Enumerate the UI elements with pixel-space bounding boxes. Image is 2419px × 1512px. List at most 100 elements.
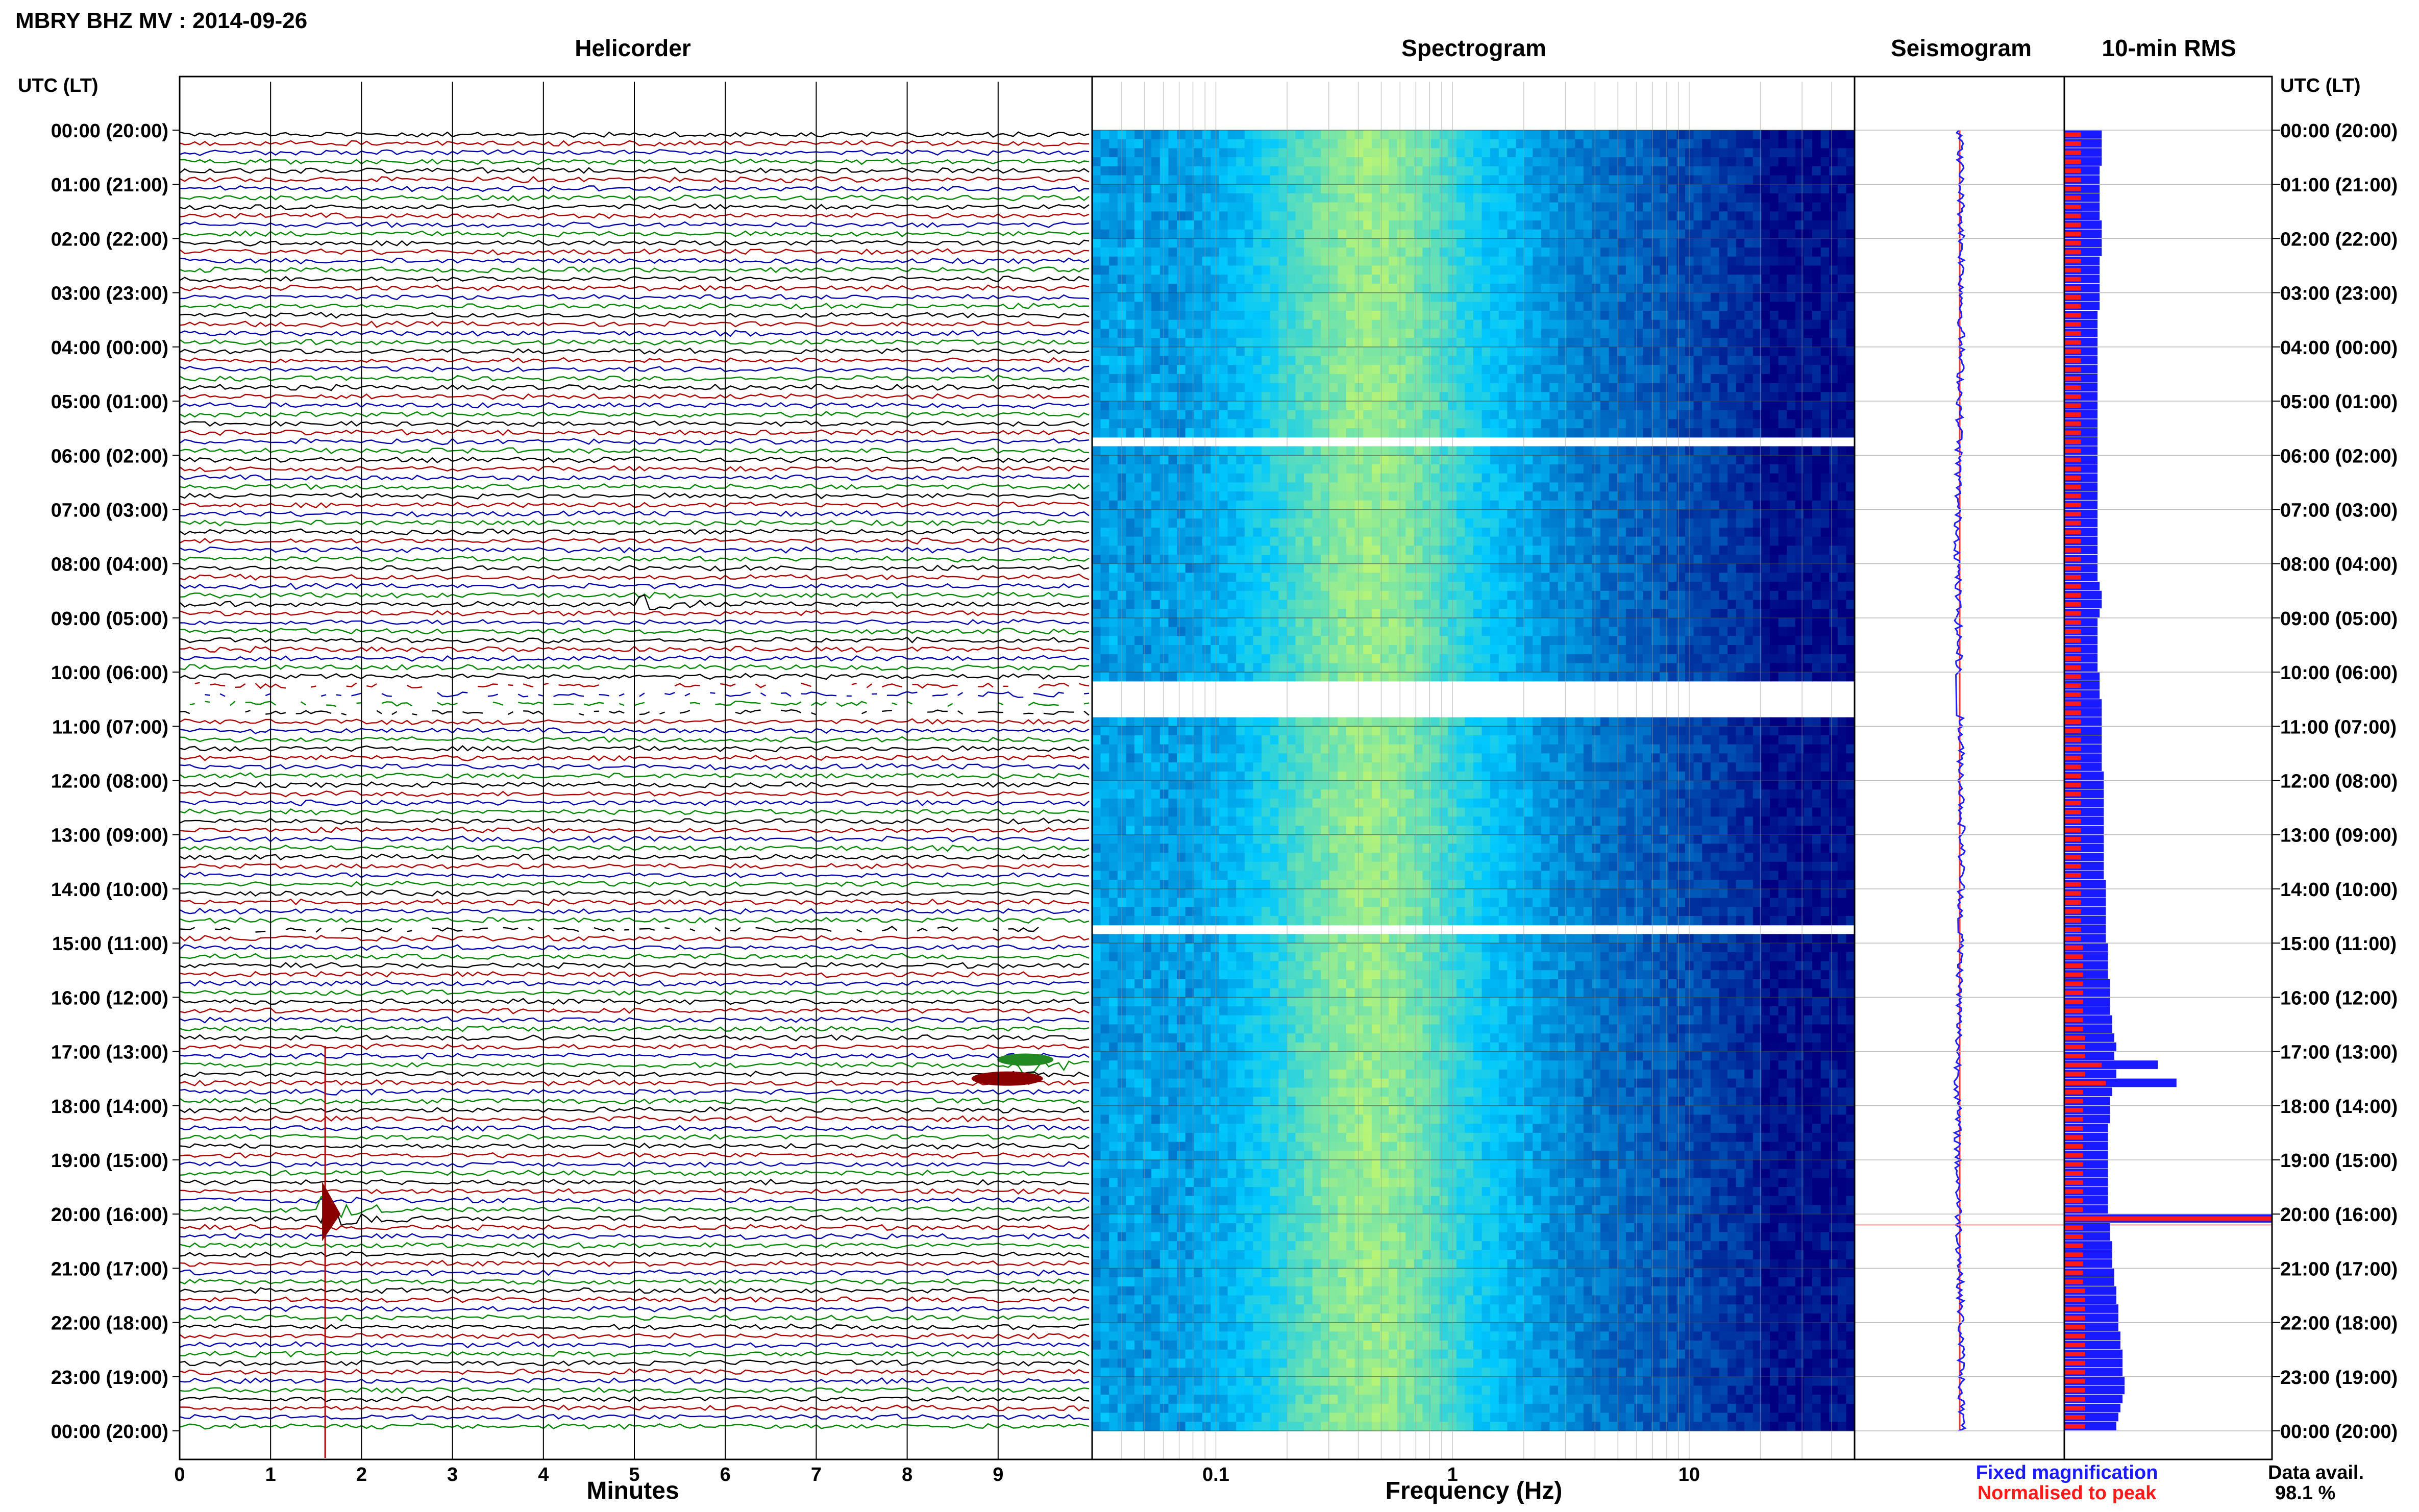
rms-bar-normalised <box>2064 701 2081 706</box>
panel-frame <box>2063 76 2273 1460</box>
left-time-label: 18:00 (14:00) <box>51 1096 168 1118</box>
rms-bar-normalised <box>2064 1352 2085 1356</box>
rms-bar-normalised <box>2064 747 2081 751</box>
frequency-tick-label: 1 <box>1447 1464 1458 1485</box>
rms-bar-normalised <box>2064 1198 2083 1203</box>
rms-bar-normalised <box>2064 774 2081 779</box>
rms-bar-normalised <box>2064 520 2081 526</box>
rms-bar-normalised <box>2064 656 2081 661</box>
rms-bar-normalised <box>2064 150 2081 155</box>
rms-bar-normalised <box>2064 205 2081 209</box>
right-time-label: 13:00 (09:00) <box>2280 825 2398 847</box>
rms-bar-normalised <box>2064 277 2081 282</box>
frequency-tick-label: 0.1 <box>1202 1464 1229 1485</box>
right-time-label: 03:00 (23:00) <box>2280 283 2398 305</box>
spectrogram-title: Spectrogram <box>1401 35 1546 61</box>
rms-bar-normalised <box>2064 927 2081 932</box>
left-time-label: 15:00 (11:00) <box>52 933 168 955</box>
rms-bar-normalised <box>2064 720 2081 724</box>
panel-frames <box>179 76 2273 1460</box>
rms-bar-normalised <box>2064 304 2081 309</box>
right-time-label: 18:00 (14:00) <box>2280 1096 2398 1118</box>
rms-bar-normalised <box>2064 476 2081 480</box>
rms-bar-normalised <box>2064 1045 2085 1050</box>
rms-bar-normalised <box>2064 367 2081 372</box>
rms-bar-normalised <box>2064 620 2081 625</box>
rms-bar-normalised <box>2064 1207 2083 1212</box>
left-time-label: 02:00 (22:00) <box>51 229 168 250</box>
minute-tick-label: 7 <box>811 1464 822 1485</box>
right-time-label: 06:00 (02:00) <box>2280 445 2398 467</box>
right-time-label: 04:00 (00:00) <box>2280 337 2398 359</box>
data-avail-label: Data avail. <box>2268 1462 2364 1483</box>
rms-bar-normalised <box>2064 159 2081 164</box>
event-blob-red <box>971 1071 1043 1086</box>
helicorder-trace <box>189 700 1090 707</box>
tick-labels: 00:00 (20:00) 00:00 (20:00) 01:00 (21:00) 0… <box>51 120 2398 1485</box>
rms-bar-normalised <box>2064 1026 2083 1031</box>
minute-tick-label: 3 <box>447 1464 458 1485</box>
legend-fixed: Fixed magnification <box>1976 1462 2158 1483</box>
rms-bar-normalised <box>2064 403 2081 408</box>
rms-bar-normalised <box>2064 1270 2083 1275</box>
rms-bar-normalised <box>2064 936 2081 941</box>
rms-bar-normalised <box>2064 286 2081 291</box>
rms-bar-normalised <box>2064 295 2081 300</box>
rms-bar-normalised <box>2064 557 2081 562</box>
rms-bar-normalised <box>2064 1162 2083 1167</box>
rms-bar-normalised <box>2064 457 2081 462</box>
rms-bar-normalised <box>2064 900 2081 905</box>
rms-bar-normalised <box>2064 313 2081 318</box>
right-time-label: 20:00 (16:00) <box>2280 1204 2398 1226</box>
rms-bar-normalised <box>2064 882 2081 887</box>
rms-bar-normalised <box>2064 1379 2085 1384</box>
frequency-axis-label: Frequency (Hz) <box>1386 1477 1563 1504</box>
rms-bar-normalised <box>2064 1243 2083 1248</box>
rms-bar-normalised <box>2064 1180 2083 1185</box>
rms-bar-normalised <box>2064 1306 2085 1311</box>
rms-bar-normalised <box>2064 186 2081 191</box>
rms-bar-normalised <box>2064 1216 2272 1221</box>
left-time-label: 08:00 (04:00) <box>51 554 168 576</box>
rms-bar-normalised <box>2064 141 2081 146</box>
rms-bar-normalised <box>2064 511 2081 516</box>
grid-lines <box>179 82 2272 1459</box>
rms-bar-normalised <box>2064 755 2081 760</box>
minute-tick-label: 2 <box>356 1464 367 1485</box>
rms-bar-normalised <box>2064 385 2081 390</box>
rms-bar-normalised <box>2064 647 2081 652</box>
rms-bar-normalised <box>2064 891 2081 896</box>
rms-bar-normalised <box>2064 267 2081 272</box>
rms-bar-normalised <box>2064 430 2081 435</box>
rms-bar-normalised <box>2064 1153 2083 1158</box>
rms-bar-normalised <box>2064 213 2081 218</box>
rms-bar-normalised <box>2064 1089 2083 1095</box>
minute-tick-label: 4 <box>538 1464 549 1485</box>
rms-bar-normalised <box>2064 846 2081 851</box>
rms-bar-normalised <box>2064 945 2083 950</box>
rms-bar-normalised <box>2064 1343 2085 1348</box>
left-time-label: 06:00 (02:00) <box>51 445 168 467</box>
rms-bar-normalised <box>2064 195 2081 201</box>
right-time-label: 05:00 (01:00) <box>2280 391 2398 413</box>
helicorder-trace <box>205 691 1090 698</box>
right-time-label: 10:00 (06:00) <box>2280 662 2398 684</box>
rms-bar-normalised <box>2064 1008 2083 1013</box>
rms-bar-normalised <box>2064 240 2081 245</box>
rms-bar-normalised <box>2064 629 2081 634</box>
right-time-label: 19:00 (15:00) <box>2280 1150 2398 1172</box>
right-time-label: 12:00 (08:00) <box>2280 771 2398 792</box>
rms-bar-normalised <box>2064 864 2081 869</box>
right-time-label: 07:00 (03:00) <box>2280 500 2398 521</box>
rms-bar-normalised <box>2064 972 2083 977</box>
left-time-label: 03:00 (23:00) <box>51 283 168 305</box>
rms-bar-normalised <box>2064 1099 2083 1104</box>
rms-bar-normalised <box>2064 1081 2106 1085</box>
rms-bar-normalised <box>2064 981 2083 986</box>
rms-bar-normalised <box>2064 394 2081 399</box>
data-avail-value: 98.1 % <box>2275 1482 2335 1504</box>
seismogram-title: Seismogram <box>1891 35 2032 61</box>
rms-bar-normalised <box>2064 1279 2083 1284</box>
rms-bar-normalised <box>2064 493 2081 499</box>
right-time-label: 01:00 (21:00) <box>2280 175 2398 196</box>
